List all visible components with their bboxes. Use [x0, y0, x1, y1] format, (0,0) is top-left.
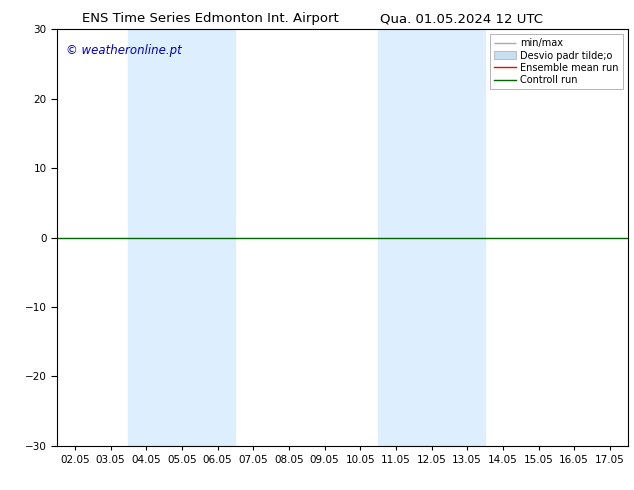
Legend: min/max, Desvio padr tilde;o, Ensemble mean run, Controll run: min/max, Desvio padr tilde;o, Ensemble m… [490, 34, 623, 89]
Bar [378, 29, 485, 446]
Text: Qua. 01.05.2024 12 UTC: Qua. 01.05.2024 12 UTC [380, 12, 543, 25]
Bar [128, 29, 235, 446]
Text: ENS Time Series Edmonton Int. Airport: ENS Time Series Edmonton Int. Airport [82, 12, 339, 25]
Text: © weatheronline.pt: © weatheronline.pt [66, 44, 181, 57]
